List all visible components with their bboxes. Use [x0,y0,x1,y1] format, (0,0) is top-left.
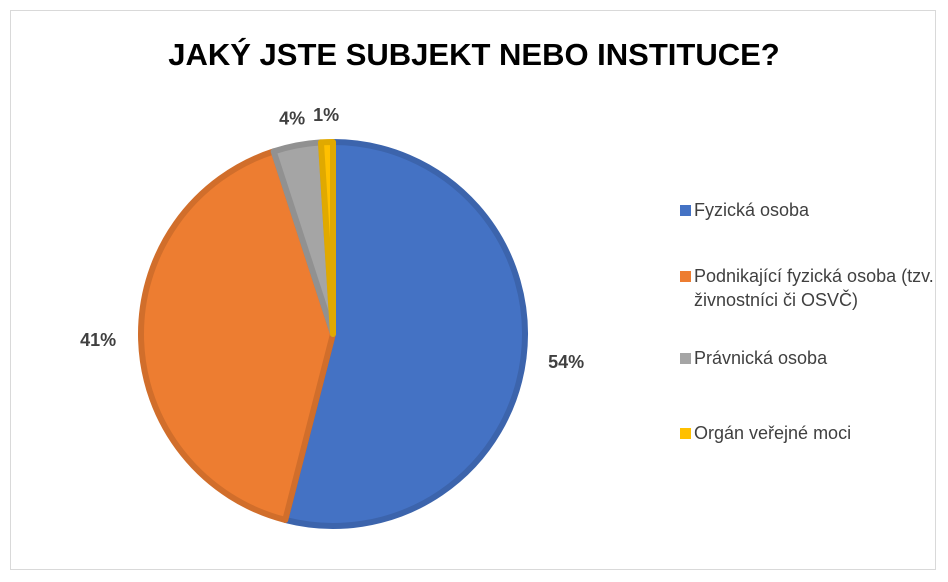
data-label: 1% [313,105,339,125]
legend-item: Právnická osoba [680,346,942,370]
chart-title: JAKÝ JSTE SUBJEKT NEBO INSTITUCE? [168,37,779,72]
pie-slice [282,139,528,529]
chart-frame [10,10,936,570]
pie-slice [138,148,336,523]
legend-swatch [680,271,691,282]
legend-item: Fyzická osoba [680,198,942,222]
legend-label: Fyzická osoba [694,200,810,220]
legend-swatch [680,353,691,364]
legend-swatch [680,205,691,216]
legend-label: Orgán veřejné moci [694,423,852,443]
data-label: 4% [279,109,305,129]
legend-item: Podnikající fyzická osoba (tzv. živnostn… [680,264,942,312]
pie-slice [317,139,336,337]
legend-swatch [680,428,691,439]
data-label: 41% [80,330,116,350]
legend-label: Podnikající fyzická osoba (tzv. živnostn… [694,266,934,310]
data-label: 54% [548,352,584,372]
legend-item: Orgán veřejné moci [680,421,942,445]
legend-label: Právnická osoba [694,348,828,368]
